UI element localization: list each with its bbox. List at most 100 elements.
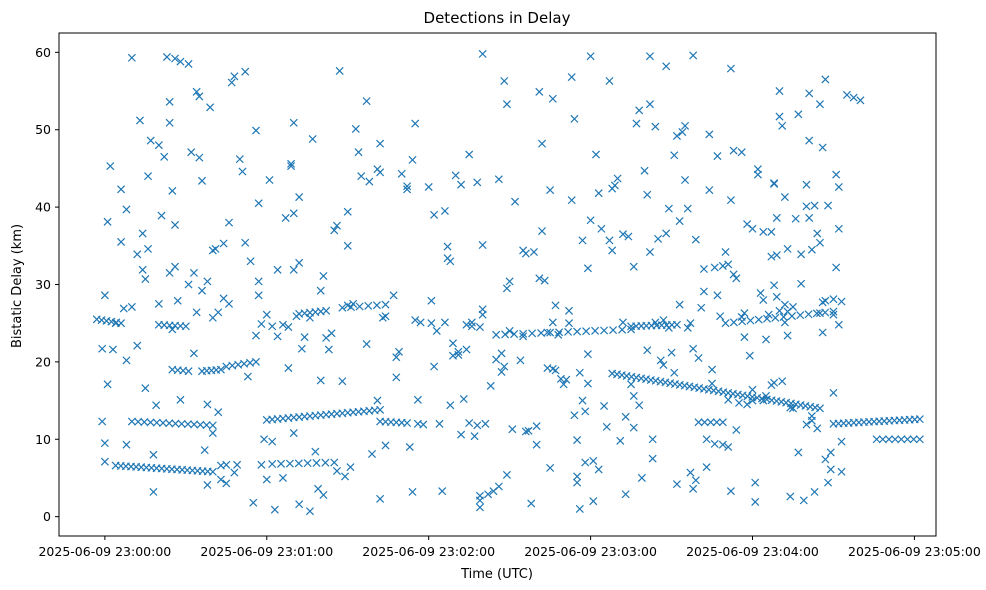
data-point-marker — [467, 318, 476, 327]
data-point-marker — [884, 435, 893, 444]
data-point-marker — [392, 373, 401, 382]
data-point-marker — [807, 416, 816, 425]
data-point-marker — [689, 344, 698, 353]
data-point-marker — [500, 362, 509, 371]
data-point-marker — [891, 435, 900, 444]
data-point-marker — [500, 76, 509, 86]
data-point-marker — [171, 262, 180, 271]
data-point-marker — [706, 418, 715, 427]
y-axis-label: Bistatic Delay (km) — [10, 224, 25, 348]
data-point-marker — [797, 279, 806, 288]
data-point-marker — [397, 169, 406, 178]
data-point-marker — [373, 396, 382, 405]
data-point-marker — [821, 75, 830, 84]
data-point-marker — [510, 330, 519, 339]
data-point-marker — [519, 332, 528, 341]
data-point-marker — [233, 460, 242, 469]
data-point-marker — [648, 454, 657, 463]
data-point-marker — [763, 314, 772, 323]
data-point-marker — [621, 412, 630, 421]
data-point-marker — [141, 275, 150, 284]
data-point-marker — [100, 439, 109, 448]
data-point-marker — [338, 303, 347, 312]
data-point-marker — [726, 487, 735, 496]
data-point-marker — [745, 351, 754, 360]
data-point-marker — [521, 427, 530, 436]
data-point-marker — [528, 329, 537, 338]
data-point-marker — [794, 448, 803, 457]
data-point-marker — [133, 341, 142, 350]
data-point-marker — [582, 327, 591, 336]
data-point-marker — [122, 440, 131, 449]
data-point-marker — [786, 403, 795, 412]
data-point-marker — [805, 89, 814, 98]
data-point-marker — [502, 100, 511, 109]
data-point-marker — [748, 396, 757, 405]
data-point-marker — [670, 368, 679, 377]
data-point-marker — [570, 411, 579, 420]
data-point-marker — [144, 244, 153, 253]
data-point-marker — [467, 322, 476, 331]
data-point-marker — [427, 319, 436, 328]
data-point-marker — [465, 150, 474, 159]
x-axis-label: Time (UTC) — [460, 567, 533, 582]
data-point-marker — [810, 487, 819, 496]
data-point-marker — [796, 311, 805, 320]
data-point-marker — [146, 418, 155, 427]
data-point-marker — [332, 466, 341, 476]
data-point-marker — [457, 430, 466, 439]
data-point-marker — [203, 480, 212, 489]
data-point-marker — [783, 244, 792, 253]
data-point-marker — [394, 347, 404, 356]
data-point-marker — [662, 229, 671, 238]
data-point-marker — [111, 319, 120, 328]
data-point-marker — [794, 110, 803, 119]
data-point-marker — [694, 418, 703, 427]
data-point-marker — [117, 185, 126, 194]
data-point-marker — [165, 97, 174, 106]
data-point-marker — [206, 103, 215, 112]
data-point-marker — [475, 503, 484, 512]
data-point-marker — [683, 204, 692, 213]
data-point-marker — [605, 76, 614, 86]
data-point-marker — [413, 395, 422, 404]
data-point-marker — [712, 418, 721, 427]
x-tick-label: 2025-06-09 23:02:00 — [362, 544, 495, 559]
data-point-marker — [581, 458, 590, 467]
x-tick-label: 2025-06-09 23:03:00 — [524, 544, 657, 559]
data-point-marker — [632, 119, 641, 128]
data-point-marker — [262, 475, 271, 484]
data-point-marker — [818, 143, 827, 152]
data-point-marker — [427, 296, 436, 305]
data-point-marker — [586, 52, 595, 61]
data-point-marker — [548, 94, 557, 103]
data-point-marker — [799, 496, 808, 505]
data-point-marker — [751, 497, 760, 506]
data-point-marker — [367, 449, 377, 458]
data-point-marker — [494, 482, 503, 491]
data-point-marker — [462, 320, 471, 329]
data-point-marker — [502, 470, 511, 479]
data-point-marker — [640, 166, 649, 175]
data-point-marker — [349, 299, 358, 308]
data-point-marker — [737, 148, 746, 157]
data-point-marker — [484, 490, 493, 499]
data-point-marker — [416, 318, 425, 327]
y-tick-label: 20 — [35, 354, 51, 369]
data-point-marker — [319, 271, 328, 281]
data-point-marker — [405, 442, 414, 452]
data-point-marker — [583, 379, 592, 388]
data-point-marker — [208, 429, 217, 438]
data-point-marker — [152, 401, 161, 410]
data-point-marker — [481, 419, 490, 428]
data-point-marker — [289, 209, 298, 218]
data-point-marker — [721, 247, 730, 257]
data-point-marker — [497, 367, 506, 376]
data-point-marker — [608, 246, 617, 255]
data-point-marker — [708, 365, 717, 374]
data-point-marker — [133, 250, 142, 259]
data-point-marker — [815, 238, 824, 247]
data-point-marker — [543, 328, 552, 337]
data-point-marker — [691, 476, 700, 485]
